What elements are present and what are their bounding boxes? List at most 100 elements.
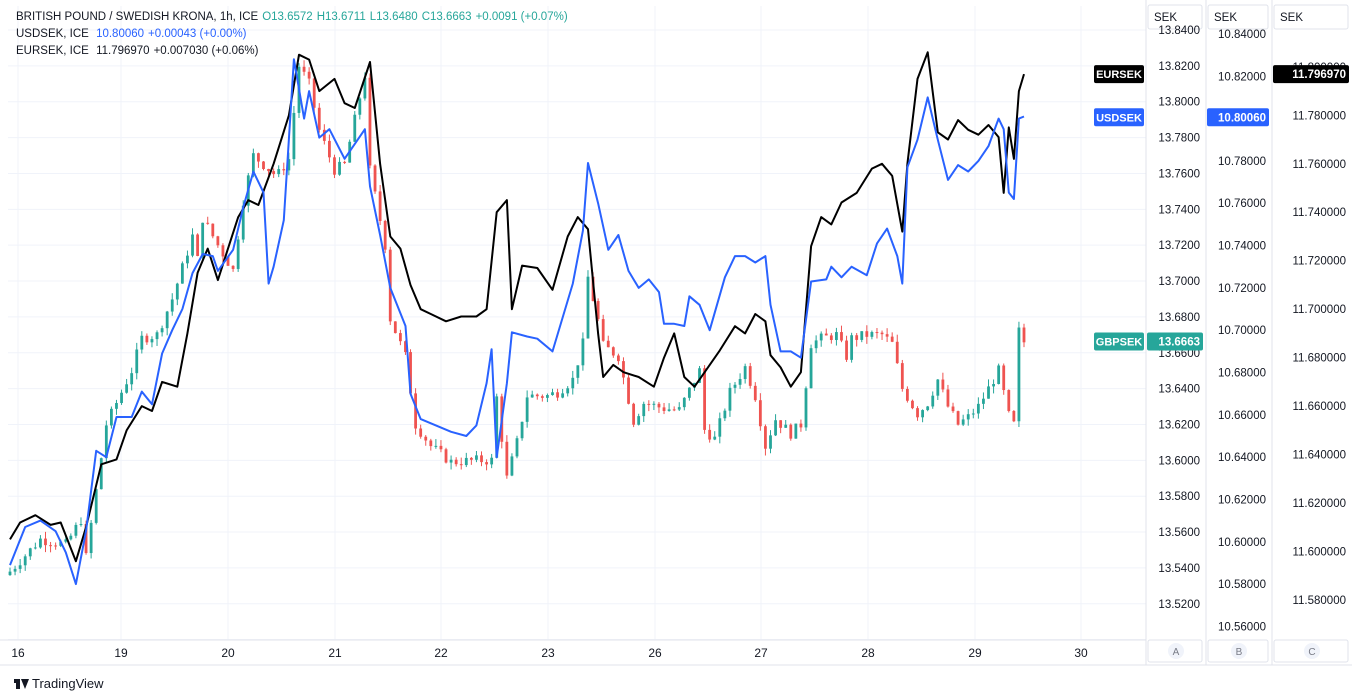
- candle: [976, 397, 980, 419]
- candle: [125, 378, 129, 394]
- candle-body: [703, 368, 706, 430]
- candle: [262, 161, 265, 171]
- candle: [809, 344, 813, 389]
- candle-body: [287, 159, 291, 171]
- candle: [39, 535, 42, 549]
- series-line-usdsek: [9, 58, 1025, 586]
- candle-body: [540, 396, 544, 398]
- candle-body: [561, 393, 565, 398]
- candle-body: [393, 321, 397, 334]
- candle: [18, 558, 22, 574]
- price-tick-label: 13.7200: [1158, 240, 1200, 252]
- candle: [799, 419, 803, 432]
- candle: [459, 457, 463, 470]
- candle-body: [338, 161, 341, 175]
- candle: [74, 522, 78, 539]
- candle-body: [718, 418, 722, 437]
- candle-body: [99, 458, 103, 490]
- price-tick-label: 10.72000: [1218, 283, 1266, 295]
- candle-body: [485, 462, 488, 465]
- candle: [317, 103, 321, 133]
- scale-id-circle: [1231, 643, 1247, 659]
- price-tick-label: 11.760000: [1292, 159, 1346, 171]
- candle: [921, 409, 924, 423]
- badge-gbpsek-value: 13.6663: [1158, 336, 1200, 348]
- x-tick-label: 30: [1074, 646, 1088, 660]
- candle-body: [758, 400, 762, 427]
- candle: [292, 106, 296, 166]
- price-tick-label: 11.680000: [1292, 353, 1346, 365]
- scale-id: B: [1236, 647, 1243, 658]
- price-tick-label: 10.78000: [1218, 156, 1266, 168]
- candle: [165, 310, 169, 336]
- candle-body: [530, 394, 534, 398]
- candle-body: [125, 384, 129, 393]
- candle: [840, 325, 843, 343]
- candle: [556, 388, 559, 401]
- candle-body: [398, 333, 402, 342]
- candle: [69, 533, 73, 541]
- candle-body: [890, 336, 894, 342]
- candle: [525, 390, 529, 428]
- candle-body: [941, 379, 945, 390]
- candle-body: [921, 410, 924, 418]
- candle-body: [18, 565, 22, 569]
- candle-body: [333, 157, 336, 175]
- candle: [469, 456, 473, 465]
- candle-body: [449, 459, 453, 463]
- candle: [586, 270, 590, 339]
- scale-id: A: [1173, 647, 1180, 658]
- candle: [13, 565, 17, 576]
- candle-body: [262, 161, 265, 169]
- price-tick-label: 11.640000: [1292, 450, 1346, 462]
- candle-body: [221, 245, 225, 257]
- legend-main-title: BRITISH POUND / SWEDISH KRONA, 1h, ICE: [16, 11, 259, 23]
- candle: [611, 346, 615, 358]
- candle-body: [784, 424, 788, 428]
- candle-body: [191, 234, 194, 256]
- candle: [434, 439, 438, 449]
- candle: [703, 365, 706, 434]
- candle: [28, 547, 32, 560]
- candle-body: [946, 389, 950, 407]
- candle: [956, 410, 960, 426]
- candle: [449, 455, 453, 470]
- candle: [819, 331, 823, 347]
- price-tick-label: 13.7600: [1158, 168, 1200, 180]
- candle: [358, 97, 362, 120]
- candle: [627, 374, 630, 405]
- price-tick-label: 13.6600: [1158, 348, 1200, 360]
- candle-body: [961, 419, 965, 425]
- candle: [383, 219, 387, 254]
- series-line-eursek: [9, 51, 1025, 563]
- candle: [667, 403, 671, 412]
- candle: [312, 78, 316, 115]
- candle: [784, 420, 788, 428]
- candle-body: [383, 220, 387, 250]
- candle: [566, 386, 570, 397]
- candle-body: [267, 168, 270, 172]
- candle-body: [464, 457, 468, 466]
- x-tick-label: 28: [861, 646, 875, 660]
- candle-body: [160, 328, 164, 333]
- candle-body: [170, 299, 174, 312]
- candle: [439, 440, 443, 453]
- legend-usdsek-value: 10.80060: [96, 28, 145, 40]
- candle-body: [49, 545, 52, 547]
- candle-body: [622, 361, 625, 378]
- candle: [429, 438, 433, 451]
- legend-usdsek-name: USDSEK, ICE: [16, 28, 89, 40]
- legend-close: C13.6663: [421, 11, 472, 23]
- footer[interactable]: TradingView: [14, 676, 104, 691]
- x-tick-label: 20: [221, 646, 235, 660]
- candle: [875, 328, 879, 339]
- candle-body: [429, 440, 433, 447]
- candle: [170, 293, 174, 316]
- candle-body: [510, 456, 514, 476]
- x-tick-label: 21: [328, 646, 342, 660]
- candle: [677, 402, 681, 412]
- candle-body: [992, 384, 995, 387]
- candle: [774, 414, 777, 437]
- candle: [404, 340, 407, 355]
